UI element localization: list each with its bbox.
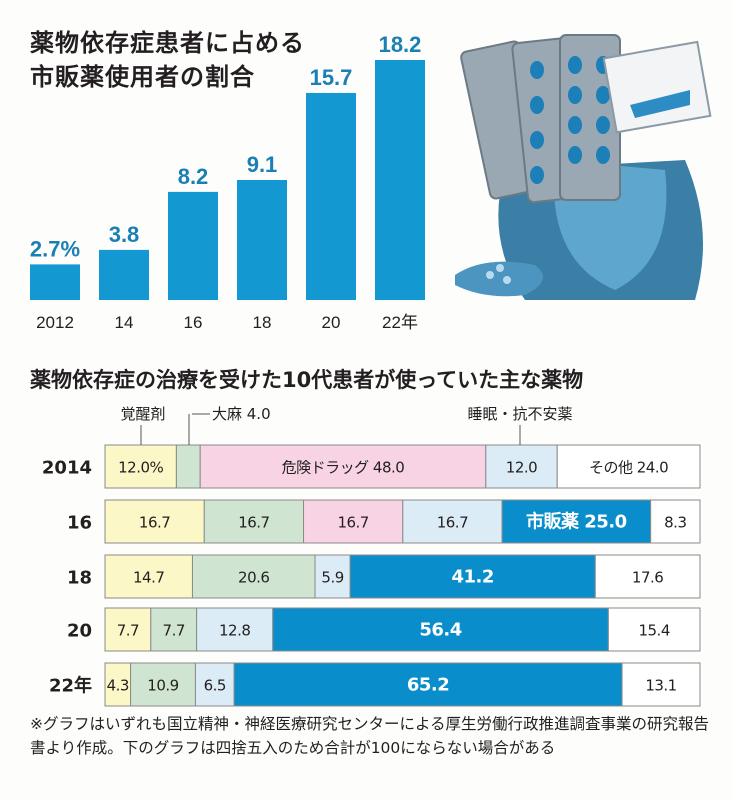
- segment-覚醒剤: [104, 554, 193, 599]
- segment-label: 8.3: [664, 514, 686, 532]
- footnote: ※グラフはいずれも国立精神・神経医療研究センターによる厚生労働行政推進調査事業の…: [30, 715, 710, 757]
- x-tick-label: 18: [253, 313, 272, 332]
- segment-大麻: [175, 444, 201, 489]
- segment-その他: [650, 499, 701, 544]
- segment-市販薬: [233, 662, 623, 707]
- person-pills-illustration: [455, 34, 712, 300]
- segment-その他: [621, 662, 701, 707]
- row-year-label: 20: [67, 621, 92, 642]
- segment-label: 16.7: [139, 514, 170, 532]
- x-tick-label: 16: [184, 313, 203, 332]
- segment-label: 12.8: [219, 622, 250, 640]
- segment-label: 20.6: [238, 569, 269, 587]
- segment-label: 16.7: [437, 514, 468, 532]
- bar: [99, 249, 149, 300]
- bar-group: 3.8 14: [99, 222, 149, 332]
- callout-label: 大麻 4.0: [212, 405, 271, 423]
- bar-group: 9.1 18: [237, 152, 287, 332]
- bar: [30, 264, 80, 300]
- bar: [306, 92, 356, 300]
- segment-市販薬: [272, 607, 609, 652]
- segment-label: 7.7: [117, 622, 139, 640]
- segment-label: 10.9: [147, 677, 178, 695]
- segment-睡眠・抗不安薬: [196, 607, 274, 652]
- x-tick-label: 22年: [382, 313, 418, 332]
- segment-睡眠・抗不安薬: [485, 444, 558, 489]
- segment-睡眠・抗不安薬: [402, 499, 503, 544]
- segment-大麻: [191, 554, 316, 599]
- bar-value-label: 8.2: [178, 164, 209, 189]
- segment-label: 56.4: [419, 620, 461, 641]
- top-bar-chart: 2.7% 2012 3.8 14 8.2 16 9.1 18 15.7 20 18.2 22年: [30, 32, 425, 332]
- segment-label: 65.2: [407, 675, 449, 696]
- segment-その他: [556, 444, 701, 489]
- bar: [375, 60, 425, 300]
- x-tick-label: 2012: [36, 313, 74, 332]
- segment-覚醒剤: [104, 607, 152, 652]
- segment-label: 14.7: [133, 569, 164, 587]
- segment-その他: [594, 554, 701, 599]
- stacked-bar-chart: 2014 12.0% 危険ドラッグ 48.0 12.0 その他 24.0 16 16.7 16…: [42, 405, 701, 707]
- callout-label: 覚醒剤: [120, 405, 165, 423]
- bottom-chart-title: 薬物依存症の治療を受けた10代患者が使っていた主な薬物: [30, 368, 584, 392]
- segment-市販薬: [349, 554, 596, 599]
- segment-label: 17.6: [632, 569, 663, 587]
- bar: [237, 180, 287, 300]
- segment-label: 16.7: [238, 514, 269, 532]
- segment-label: 41.2: [451, 567, 493, 588]
- segment-市販薬: [501, 499, 652, 544]
- segment-label: 12.0: [506, 459, 537, 477]
- segment-危険ドラッグ: [199, 444, 487, 489]
- callout-label: 睡眠・抗不安薬: [467, 405, 572, 423]
- segment-覚醒剤: [104, 444, 177, 489]
- top-title-line1: 薬物依存症患者に占める: [30, 29, 305, 57]
- top-title-line2: 市販薬使用者の割合: [30, 63, 255, 91]
- segment-label: 7.7: [163, 622, 185, 640]
- segment-覚醒剤: [104, 499, 205, 544]
- row-year-label: 2014: [42, 458, 92, 479]
- bar: [168, 191, 218, 300]
- segment-label: 16.7: [337, 514, 368, 532]
- x-tick-label: 20: [322, 313, 341, 332]
- bar-value-label: 18.2: [379, 32, 422, 57]
- segment-危険ドラッグ: [303, 499, 404, 544]
- bar-group: 15.7 20: [306, 65, 356, 332]
- x-tick-label: 14: [115, 313, 134, 332]
- segment-label: 危険ドラッグ 48.0: [282, 459, 405, 477]
- row-year-label: 16: [67, 513, 92, 534]
- segment-label: その他 24.0: [589, 459, 668, 477]
- bar-value-label: 2.7%: [30, 236, 80, 261]
- bar-group: 8.2 16: [168, 164, 218, 332]
- segment-label: 6.5: [204, 677, 226, 695]
- bar-value-label: 9.1: [247, 152, 278, 177]
- bar-group: 2.7% 2012: [30, 236, 80, 332]
- segment-大麻: [130, 662, 196, 707]
- segment-label: 5.9: [321, 569, 343, 587]
- segment-睡眠・抗不安薬: [314, 554, 351, 599]
- segment-その他: [607, 607, 701, 652]
- segment-label: 市販薬 25.0: [526, 511, 627, 533]
- row-year-label: 18: [67, 568, 92, 589]
- bar-value-label: 3.8: [109, 222, 140, 247]
- bar-group: 18.2 22年: [375, 32, 425, 332]
- segment-覚醒剤: [104, 662, 132, 707]
- top-chart-title: 薬物依存症患者に占める 市販薬使用者の割合: [30, 26, 305, 94]
- segment-label: 15.4: [638, 622, 669, 640]
- segment-label: 13.1: [645, 677, 676, 695]
- segment-label: 4.3: [107, 677, 129, 695]
- bar-value-label: 15.7: [310, 65, 353, 90]
- segment-label: 12.0%: [118, 459, 163, 477]
- row-year-label: 22年: [49, 675, 92, 697]
